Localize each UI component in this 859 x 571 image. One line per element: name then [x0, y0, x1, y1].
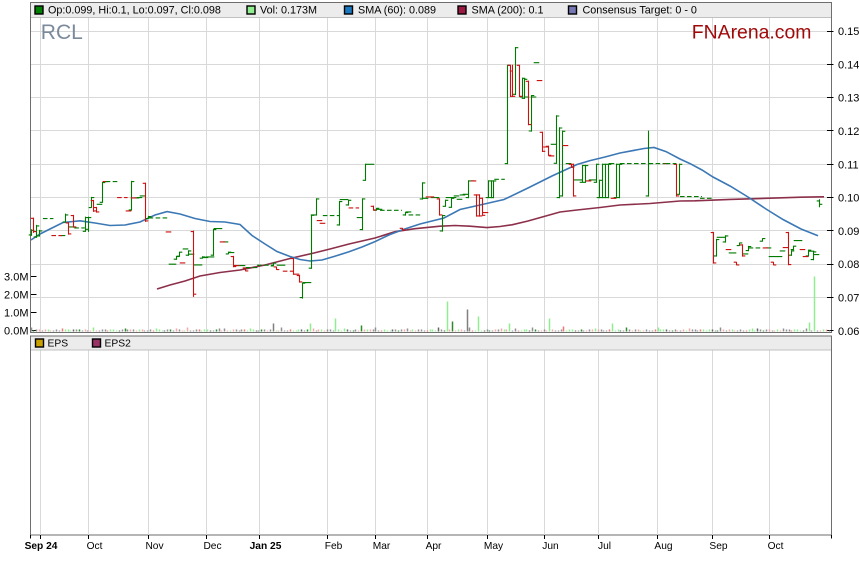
svg-text:Dec: Dec: [203, 541, 221, 552]
svg-text:RCL: RCL: [41, 21, 83, 44]
svg-text:0.13: 0.13: [838, 93, 859, 105]
svg-text:0.12: 0.12: [838, 126, 859, 138]
svg-text:EPS2: EPS2: [105, 339, 132, 350]
svg-text:0.0M: 0.0M: [4, 325, 28, 337]
svg-text:Oct: Oct: [87, 541, 103, 552]
svg-text:Jan 25: Jan 25: [250, 541, 282, 552]
svg-text:0.08: 0.08: [838, 259, 859, 271]
svg-text:Oct: Oct: [768, 541, 784, 552]
svg-text:Sep: Sep: [709, 541, 727, 552]
svg-text:EPS: EPS: [48, 339, 69, 350]
svg-text:0.14: 0.14: [838, 59, 859, 71]
svg-text:3.0M: 3.0M: [4, 271, 28, 283]
svg-text:0.07: 0.07: [838, 293, 859, 305]
svg-text:Sep 24: Sep 24: [25, 541, 58, 552]
svg-text:Vol: 0.173M: Vol: 0.173M: [260, 5, 317, 17]
svg-text:Feb: Feb: [325, 541, 343, 552]
svg-text:1.0M: 1.0M: [4, 307, 28, 319]
svg-text:0.09: 0.09: [838, 226, 859, 238]
svg-text:2.0M: 2.0M: [4, 289, 28, 301]
svg-text:Aug: Aug: [654, 541, 672, 552]
svg-text:Op:0.099, Hi:0.1, Lo:0.097, Cl: Op:0.099, Hi:0.1, Lo:0.097, Cl:0.098: [48, 5, 221, 17]
svg-text:Consensus Target: 0 - 0: Consensus Target: 0 - 0: [583, 5, 697, 17]
svg-text:Mar: Mar: [373, 541, 391, 552]
svg-text:Jul: Jul: [598, 541, 611, 552]
svg-text:May: May: [484, 541, 504, 552]
svg-text:Apr: Apr: [426, 541, 442, 552]
svg-text:FNArena.com: FNArena.com: [692, 22, 812, 44]
svg-text:0.15: 0.15: [838, 26, 859, 38]
svg-text:0.10: 0.10: [838, 193, 859, 205]
svg-text:0.11: 0.11: [838, 159, 859, 171]
svg-text:Jun: Jun: [542, 541, 558, 552]
svg-text:SMA (60): 0.089: SMA (60): 0.089: [358, 5, 436, 17]
svg-text:SMA (200): 0.1: SMA (200): 0.1: [472, 5, 544, 17]
svg-text:Nov: Nov: [145, 541, 164, 552]
svg-text:0.06: 0.06: [838, 326, 859, 338]
